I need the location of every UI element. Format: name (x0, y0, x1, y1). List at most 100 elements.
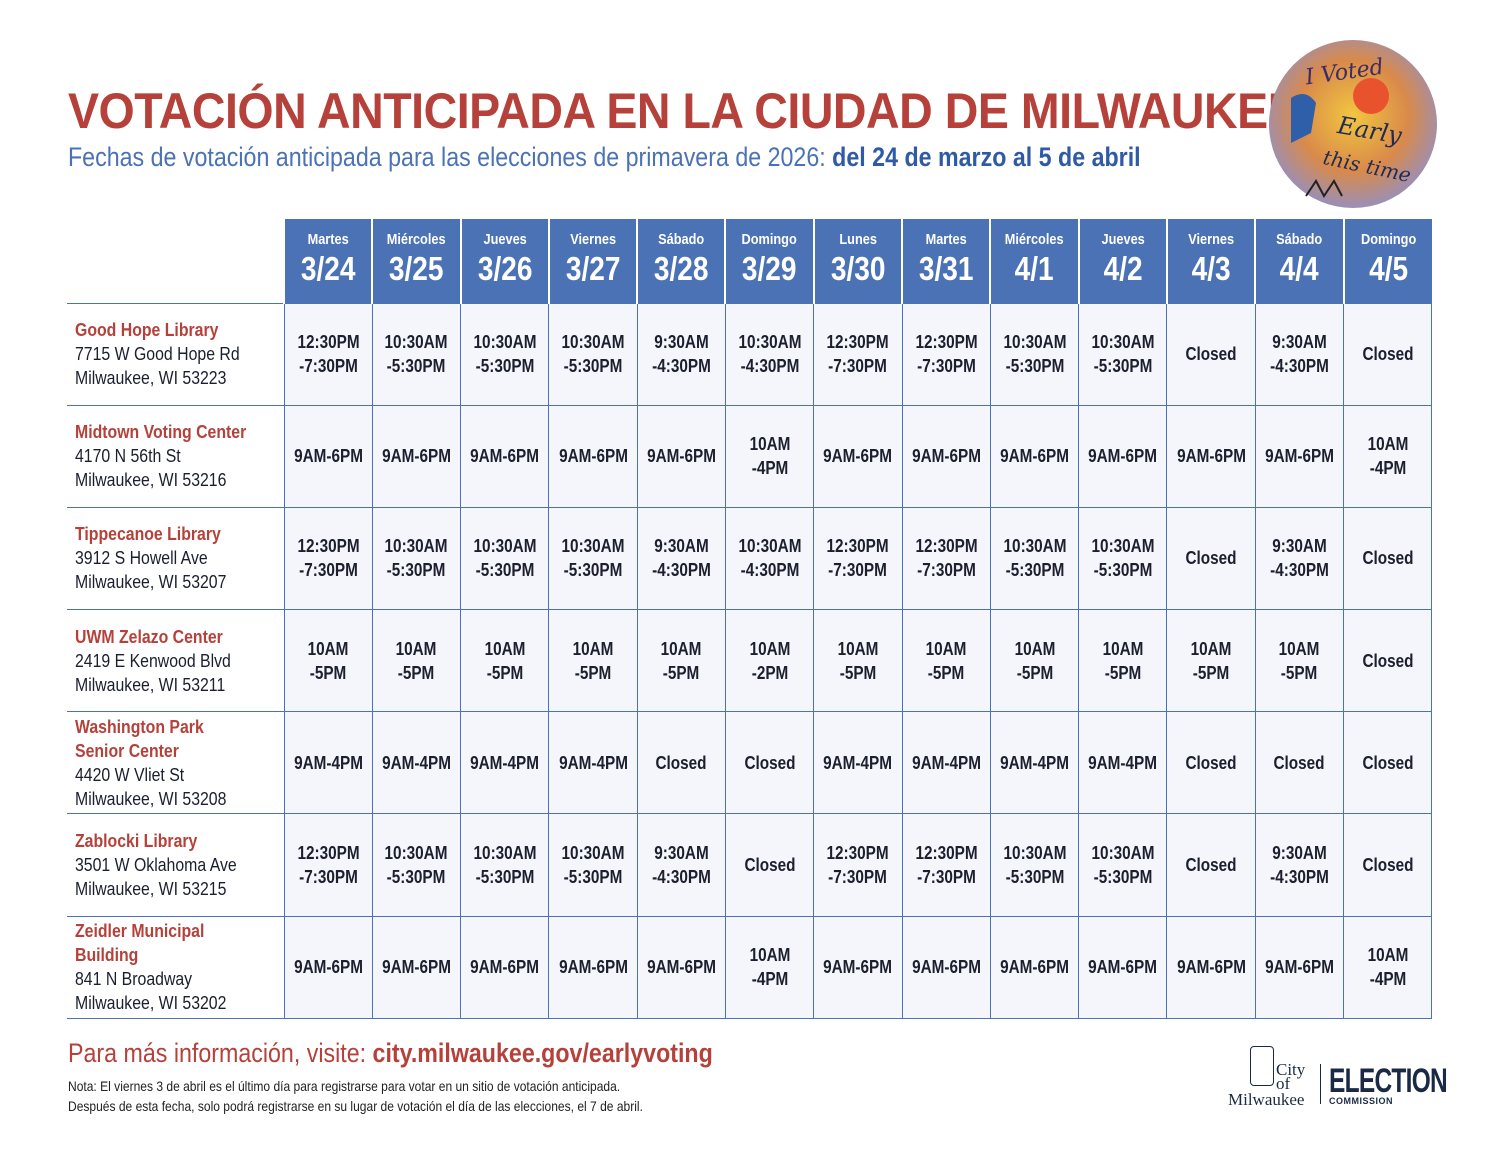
day-date: 3/24 (300, 250, 356, 287)
hours-cell: 9AM-6PM (1078, 915, 1168, 1019)
hours-text: 9AM-6PM (1176, 957, 1246, 978)
logo-election: ELECTION (1329, 1062, 1448, 1100)
hours-cell: 12:30PM -7:30PM (813, 506, 903, 611)
hours-cell: 9AM-6PM (989, 915, 1080, 1019)
hours-text: Closed (1273, 752, 1325, 773)
hours-text: 10:30AM -5:30PM (384, 843, 448, 888)
hours-text: 12:30PM -7:30PM (826, 536, 889, 581)
hours-text: 10:30AM -4:30PM (738, 536, 802, 581)
hours-text: 9AM-6PM (293, 446, 363, 467)
hours-text: 9AM-4PM (1088, 752, 1158, 773)
hours-cell: 10:30AM -5:30PM (371, 506, 462, 611)
day-date: 4/1 (1015, 250, 1055, 287)
location-name: Midtown Voting Center (75, 422, 247, 443)
hours-cell: 10AM -5PM (548, 609, 638, 713)
hours-cell: 10:30AM -5:30PM (371, 813, 462, 917)
day-header: Domingo 3/29 (724, 219, 814, 303)
city-of-milwaukee-logo: City of Milwaukee (1228, 1046, 1312, 1108)
hours-cell: 9AM-4PM (283, 711, 373, 815)
date-range: del 24 de marzo al 5 de abril (832, 142, 1141, 172)
location-address: 2419 E Kenwood Blvd (75, 650, 231, 671)
day-name: Jueves (1101, 231, 1145, 248)
hours-cell: 10AM -5PM (1254, 609, 1345, 713)
day-header-row: Martes 3/24 Miércoles 3/25 Jueves 3/26 Viernes… (67, 219, 1432, 303)
hours-cell: 9AM-6PM (371, 915, 462, 1019)
hours-text: 10:30AM -5:30PM (561, 843, 625, 888)
hours-cell: 10AM -5PM (460, 609, 550, 713)
early-voting-link[interactable]: city.milwaukee.gov/earlyvoting (372, 1038, 713, 1068)
hours-text: 10:30AM -5:30PM (1091, 536, 1155, 581)
i-voted-early-badge: I Voted Early this time (1269, 40, 1437, 208)
hours-cell: 9AM-4PM (371, 711, 462, 815)
hours-text: 10:30AM -5:30PM (384, 332, 448, 377)
hours-cell: 10AM -4PM (724, 404, 815, 508)
hours-text: 10AM -5PM (396, 638, 437, 683)
hours-text: 9AM-6PM (470, 446, 540, 467)
hours-cell: 10:30AM -5:30PM (1078, 506, 1168, 611)
hours-text: 9AM-4PM (1000, 752, 1069, 773)
location-city: Milwaukee, WI 53216 (75, 470, 227, 491)
hours-cell: Closed (1166, 813, 1256, 917)
location-address: 3501 W Oklahoma Ave (75, 855, 237, 876)
location-row: Zablocki Library 3501 W Oklahoma Ave Milwa… (67, 813, 1433, 917)
hours-cell: 10AM -5PM (989, 609, 1080, 713)
hours-text: 9AM-6PM (558, 446, 628, 467)
hours-text: 9AM-6PM (646, 446, 716, 467)
day-header: Lunes 3/30 (812, 219, 903, 303)
day-date: 3/28 (654, 250, 709, 287)
hours-cell: Closed (636, 711, 726, 815)
location-name: Zeidler Municipal Building (75, 921, 205, 966)
hours-text: Closed (744, 752, 796, 773)
hours-cell: 10AM -5PM (636, 609, 726, 713)
hours-cell: 9AM-6PM (283, 404, 373, 508)
hours-cell: 9AM-4PM (460, 711, 550, 815)
hours-cell: 10AM -5PM (901, 609, 991, 713)
hours-text: Closed (1185, 344, 1237, 365)
hours-cell: Closed (1343, 711, 1433, 815)
corner-cell (67, 219, 284, 303)
day-header: Miércoles 4/1 (989, 219, 1079, 303)
hours-cell: Closed (1166, 711, 1256, 815)
location-row: Zeidler Municipal Building 841 N Broadway… (67, 915, 1433, 1019)
day-date: 4/3 (1191, 250, 1231, 287)
day-name: Lunes (839, 231, 877, 248)
hours-text: Closed (1185, 752, 1237, 773)
hours-text: 10AM -5PM (925, 638, 967, 683)
hours-text: 10AM -4PM (1367, 945, 1409, 990)
hours-cell: 9:30AM -4:30PM (636, 813, 726, 917)
hours-text: 9AM-6PM (911, 957, 981, 978)
day-header: Martes 3/31 (901, 219, 991, 303)
hours-cell: 10:30AM -5:30PM (460, 506, 550, 611)
hours-text: Closed (1362, 752, 1414, 773)
hours-text: Closed (655, 752, 707, 773)
day-name: Miércoles (1005, 231, 1064, 248)
hours-text: 9:30AM -4:30PM (651, 536, 711, 581)
hours-cell: 9AM-6PM (636, 404, 726, 508)
hours-text: 10:30AM -5:30PM (473, 536, 537, 581)
hours-cell: 10AM -4PM (1343, 915, 1433, 1019)
hours-cell: 10AM -5PM (371, 609, 462, 713)
hours-text: 10AM -5PM (307, 638, 349, 683)
hours-cell: 12:30PM -7:30PM (283, 813, 373, 917)
hours-cell: 9AM-6PM (813, 915, 903, 1019)
hours-cell: Closed (1343, 506, 1433, 611)
hours-cell: 9AM-6PM (548, 404, 638, 508)
location-city: Milwaukee, WI 53211 (75, 674, 226, 695)
hours-cell: Closed (1166, 302, 1256, 406)
location-info: UWM Zelazo Center 2419 E Kenwood Blvd Milw… (67, 609, 284, 713)
hours-text: 9AM-4PM (382, 752, 451, 773)
hours-text: 10:30AM -4:30PM (738, 332, 802, 377)
hours-cell: 10:30AM -5:30PM (460, 813, 550, 917)
hours-text: 9AM-6PM (1088, 446, 1158, 467)
hours-text: 10:30AM -5:30PM (561, 332, 625, 377)
day-date: 3/31 (918, 250, 974, 287)
schedule-table: Martes 3/24 Miércoles 3/25 Jueves 3/26 Viernes… (67, 219, 1433, 1019)
hours-cell: 10AM -5PM (1166, 609, 1256, 713)
hours-text: 9AM-6PM (1176, 446, 1246, 467)
hours-text: 9:30AM -4:30PM (1270, 332, 1329, 377)
location-address: 3912 S Howell Ave (75, 548, 208, 569)
day-date: 3/29 (742, 250, 797, 287)
day-name: Sábado (1276, 231, 1323, 248)
hours-text: 12:30PM -7:30PM (826, 332, 889, 377)
location-address: 4170 N 56th St (75, 446, 181, 467)
